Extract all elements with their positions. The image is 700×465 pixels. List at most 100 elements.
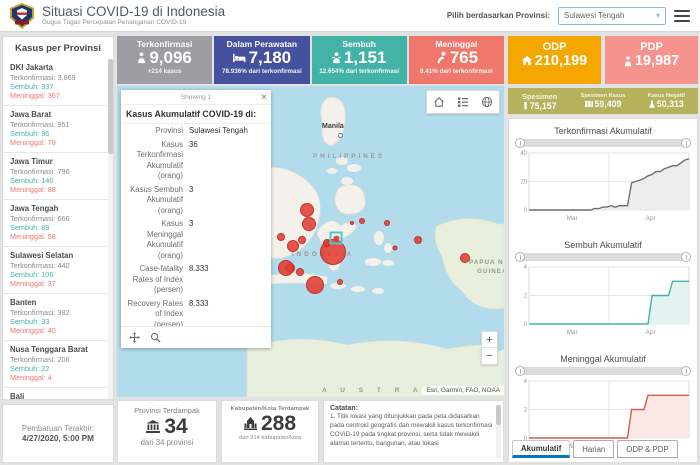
- person-pdp-icon: [624, 55, 631, 66]
- province-died: Meninggal: 367: [10, 91, 60, 100]
- zoom-out-button[interactable]: −: [486, 350, 493, 362]
- province-recovered: Sembuh: 106: [10, 270, 54, 279]
- chart-range-slider[interactable]: [515, 252, 691, 262]
- chart-title: Meninggal Akumulatif: [560, 354, 646, 364]
- province-item[interactable]: Nusa Tenggara Barat Terkonfirmasi: 206 Se…: [3, 341, 108, 388]
- page-title: Situasi COVID-19 di Indonesia: [42, 3, 226, 19]
- province-select[interactable]: Sulawesi Tengah ▾: [558, 6, 666, 25]
- popup-row: Kasus Terkonfirmasi Akumulatif (orang) 36: [136, 139, 198, 181]
- house-icon: [521, 56, 532, 66]
- popup-row: Case-fatality Rates of Index (persen) 8.3…: [132, 264, 209, 295]
- province-name: DKI Jakarta: [10, 63, 53, 72]
- slider-handle-left[interactable]: [515, 366, 525, 376]
- province-recovered: Sembuh: 88: [10, 223, 50, 232]
- province-died: Meninggal: 88: [10, 185, 56, 194]
- case-marker[interactable]: [287, 239, 300, 252]
- menu-icon[interactable]: [674, 9, 690, 22]
- province-item[interactable]: Jawa Barat Terkonfirmasi: 951 Sembuh: 96 M…: [3, 106, 108, 153]
- province-recovered: Sembuh: 140: [10, 176, 54, 185]
- catatan-scrollbar[interactable]: [496, 405, 501, 458]
- last-update-panel: Pembaruan Terakhir: 4/27/2020, 5:00 PM: [2, 404, 114, 463]
- case-marker[interactable]: [392, 245, 398, 251]
- zoom-controls: + −: [481, 331, 498, 365]
- chart-plot: 0 2 4 Mar Apr: [524, 265, 690, 336]
- slider-handle-left[interactable]: [515, 252, 525, 262]
- provinsi-terdampak-panel: Provinsi Terdampak 34 dari 34 provinsi: [117, 400, 217, 463]
- basemap-icon[interactable]: [475, 91, 499, 113]
- case-marker[interactable]: [296, 267, 305, 276]
- app-header: Situasi COVID-19 di Indonesia Gugus Tuga…: [0, 0, 700, 32]
- province-died: Meninggal: 40: [10, 326, 56, 335]
- legend-icon[interactable]: [451, 91, 475, 113]
- person-recovered-icon: [332, 52, 341, 64]
- case-marker[interactable]: [306, 276, 325, 295]
- flask-icon: [649, 100, 655, 108]
- chart-range-slider[interactable]: [515, 366, 691, 376]
- province-confirmed: Terkonfirmasi: 796: [10, 167, 70, 176]
- province-item[interactable]: Bali Terkonfirmasi: 194: [3, 388, 108, 399]
- case-marker[interactable]: [300, 203, 315, 218]
- slider-handle-right[interactable]: [681, 138, 691, 148]
- map-toolbar: [426, 90, 500, 114]
- case-marker[interactable]: [384, 220, 391, 227]
- case-marker[interactable]: [459, 252, 470, 263]
- tab-harian[interactable]: Harian: [573, 440, 615, 458]
- slider-handle-right[interactable]: [681, 252, 691, 262]
- svg-text:Mar: Mar: [567, 443, 579, 450]
- charts-container: Terkonfirmasi Akumulatif 0 20 40 Mar Apr Semb…: [514, 121, 692, 461]
- province-name: Jawa Tengah: [10, 204, 59, 213]
- province-recovered: Sembuh: 22: [10, 364, 50, 373]
- case-marker[interactable]: [277, 233, 286, 242]
- province-confirmed: Terkonfirmasi: 206: [10, 355, 70, 364]
- chart-block-0: Terkonfirmasi Akumulatif 0 20 40 Mar Apr: [514, 121, 692, 233]
- stat-card-terkonfirmasi: Terkonfirmasi 9,096 +214 kasus: [117, 36, 213, 84]
- case-marker[interactable]: [349, 221, 354, 226]
- slider-handle-right[interactable]: [681, 366, 691, 376]
- case-marker[interactable]: [278, 259, 295, 276]
- manila-dot: [338, 133, 343, 138]
- svg-text:0: 0: [524, 322, 528, 328]
- case-marker[interactable]: [414, 235, 423, 244]
- province-scrollbar[interactable]: [108, 59, 113, 399]
- svg-text:Apr: Apr: [646, 215, 657, 222]
- specimen-bar: Spesimen 75,157 Spesimen Kasus 59,409 Ka…: [508, 88, 698, 114]
- province-item[interactable]: DKI Jakarta Terkonfirmasi: 3,869 Sembuh: …: [3, 59, 108, 106]
- city-building-icon: [243, 417, 257, 431]
- case-marker[interactable]: [297, 235, 306, 244]
- chart-range-slider[interactable]: [515, 138, 691, 148]
- chart-block-1: Sembuh Akumulatif 0 2 4 Mar Apr: [514, 235, 692, 347]
- close-icon[interactable]: ×: [261, 92, 267, 103]
- home-icon[interactable]: [427, 91, 451, 113]
- province-recovered: Sembuh: 96: [10, 129, 50, 138]
- zoom-in-button[interactable]: +: [482, 332, 497, 348]
- svg-text:40: 40: [520, 151, 527, 157]
- stat-cards-row: Terkonfirmasi 9,096 +214 kasus Dalam Per…: [117, 36, 504, 84]
- slider-handle-left[interactable]: [515, 138, 525, 148]
- city-label-manila: Manila: [322, 123, 344, 130]
- case-marker[interactable]: [358, 217, 365, 224]
- province-item[interactable]: Sulawesi Selatan Terkonfirmasi: 440 Sembu…: [3, 247, 108, 294]
- province-panel-title: Kasus per Provinsi: [14, 43, 102, 54]
- case-marker[interactable]: [301, 217, 316, 232]
- map-popup: Showing 1 × Kasus Akumulatif COVID-19 di…: [121, 90, 271, 348]
- province-name: Sulawesi Selatan: [10, 251, 74, 260]
- selected-province-marker[interactable]: [329, 231, 343, 245]
- pan-icon[interactable]: [129, 332, 140, 343]
- svg-text:2: 2: [524, 294, 528, 300]
- tab-akumulatif[interactable]: Akumulatif: [512, 440, 571, 458]
- province-item[interactable]: Jawa Timur Terkonfirmasi: 796 Sembuh: 140…: [3, 153, 108, 200]
- svg-text:Mar: Mar: [567, 329, 579, 336]
- stat-card-meninggal: Meninggal 765 8.41% dari terkonfirmasi: [408, 36, 504, 84]
- zoom-to-icon[interactable]: [150, 332, 161, 343]
- map-canvas[interactable]: Manila PHILIPPINES INDONESIA PAPUA NE GU…: [117, 86, 504, 397]
- case-marker[interactable]: [336, 278, 343, 285]
- province-confirmed: Terkonfirmasi: 951: [10, 120, 70, 129]
- province-died: Meninggal: 4: [10, 373, 52, 382]
- province-item[interactable]: Banten Terkonfirmasi: 382 Sembuh: 33 Menin…: [3, 294, 108, 341]
- tab-odp-pdp[interactable]: ODP & PDP: [617, 440, 678, 458]
- province-item[interactable]: Jawa Tengah Terkonfirmasi: 666 Sembuh: 88…: [3, 200, 108, 247]
- chart-title: Sembuh Akumulatif: [564, 240, 642, 250]
- catatan-panel: Catatan: 1. Titik lokasi yang ditunjukka…: [323, 400, 504, 463]
- province-panel: Kasus per Provinsi DKI Jakarta Terkonfir…: [2, 36, 114, 400]
- svg-text:0: 0: [524, 436, 528, 442]
